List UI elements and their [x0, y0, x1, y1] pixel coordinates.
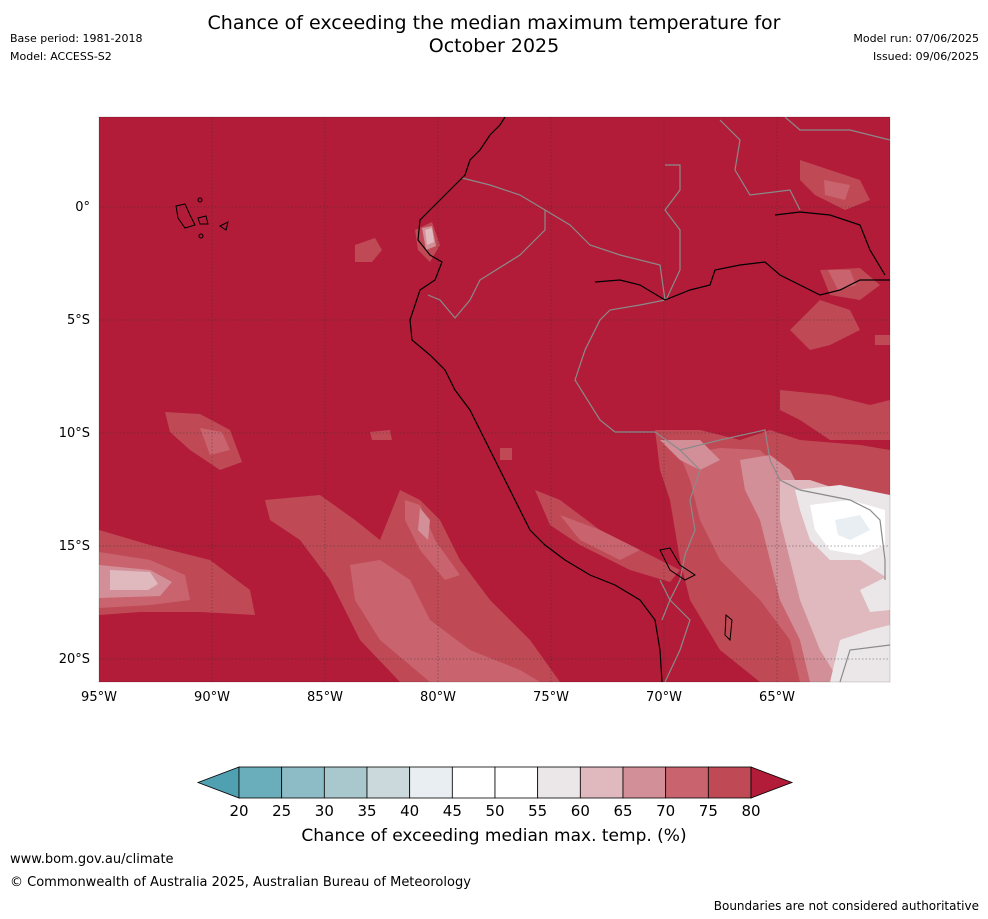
map-area [99, 117, 890, 682]
galapagos-islands [175, 197, 229, 239]
colorbar [196, 766, 794, 799]
colorbar-segment [622, 766, 667, 799]
map-title: Chance of exceeding the median maximum t… [0, 12, 988, 58]
colorbar-tick-label: 40 [400, 802, 419, 820]
model-text: Model: ACCESS-S2 [10, 50, 112, 63]
lon-label: 70°W [646, 690, 682, 705]
footer-copyright: © Commonwealth of Australia 2025, Austra… [10, 875, 471, 890]
lon-label: 85°W [307, 690, 343, 705]
model-run-text: Model run: 07/06/2025 [853, 32, 979, 45]
lon-label: 95°W [81, 690, 117, 705]
latitude-labels: 0° 5°S 10°S 15°S 20°S [59, 200, 90, 667]
lat-label: 0° [75, 200, 90, 215]
lake-titicaca [659, 547, 696, 581]
header-right-info: Model run: 07/06/2025 Issued: 09/06/2025 [853, 30, 979, 66]
lat-label: 5°S [67, 313, 90, 328]
colorbar-tick-label: 80 [741, 802, 760, 820]
colorbar-segment [579, 766, 624, 799]
colorbar-segment [665, 766, 709, 799]
colorbar-segment [366, 766, 411, 799]
base-period-text: Base period: 1981-2018 [10, 32, 143, 45]
lon-label: 65°W [759, 690, 795, 705]
coastline [409, 117, 890, 682]
colorbar-tick-label: 35 [357, 802, 376, 820]
lat-label: 10°S [59, 426, 90, 441]
footer-url[interactable]: www.bom.gov.au/climate [10, 852, 174, 867]
colorbar-arrow-low [196, 766, 240, 799]
colorbar-segment [451, 766, 496, 799]
colorbar-segment [281, 766, 325, 799]
lon-label: 80°W [420, 690, 456, 705]
title-line-1: Chance of exceeding the median maximum t… [207, 12, 781, 34]
colorbar-segment [238, 766, 283, 799]
title-line-2: October 2025 [428, 35, 560, 57]
issued-text: Issued: 09/06/2025 [872, 50, 979, 63]
lon-label: 75°W [533, 690, 569, 705]
colorbar-tick-label: 30 [315, 802, 334, 820]
colorbar-tick-label: 20 [229, 802, 248, 820]
lat-label: 20°S [59, 652, 90, 667]
colorbar-segment [409, 766, 453, 799]
colorbar-tick-label: 25 [272, 802, 291, 820]
colorbar-tick-label: 55 [528, 802, 547, 820]
map-gridlines [99, 117, 890, 682]
colorbar-label: Chance of exceeding median max. temp. (%… [301, 826, 687, 846]
lat-label: 15°S [59, 539, 90, 554]
colorbar-segment [323, 766, 368, 799]
colorbar-arrow-high [750, 766, 794, 799]
header-left-info: Base period: 1981-2018 Model: ACCESS-S2 [10, 30, 142, 66]
probability-band-40-45 [835, 515, 870, 540]
footer-disclaimer: Boundaries are not considered authoritat… [713, 899, 979, 913]
country-borders [427, 117, 890, 682]
colorbar-tick-label: 70 [656, 802, 675, 820]
colorbar-segment [707, 766, 752, 799]
colorbar-tick-label: 60 [571, 802, 590, 820]
map-frame [98, 116, 891, 683]
colorbar-segment [494, 766, 539, 799]
lake-poopo [724, 613, 733, 642]
longitude-labels: 95°W 90°W 85°W 80°W 75°W 70°W 65°W [81, 690, 795, 705]
colorbar-segment [537, 766, 581, 799]
colorbar-tick-labels: 20 25 30 35 40 45 50 55 60 65 70 75 80 [229, 802, 760, 820]
colorbar-tick-label: 75 [699, 802, 718, 820]
colorbar-tick-label: 65 [613, 802, 632, 820]
lon-label: 90°W [194, 690, 230, 705]
colorbar-tick-label: 45 [443, 802, 462, 820]
colorbar-tick-label: 50 [485, 802, 504, 820]
